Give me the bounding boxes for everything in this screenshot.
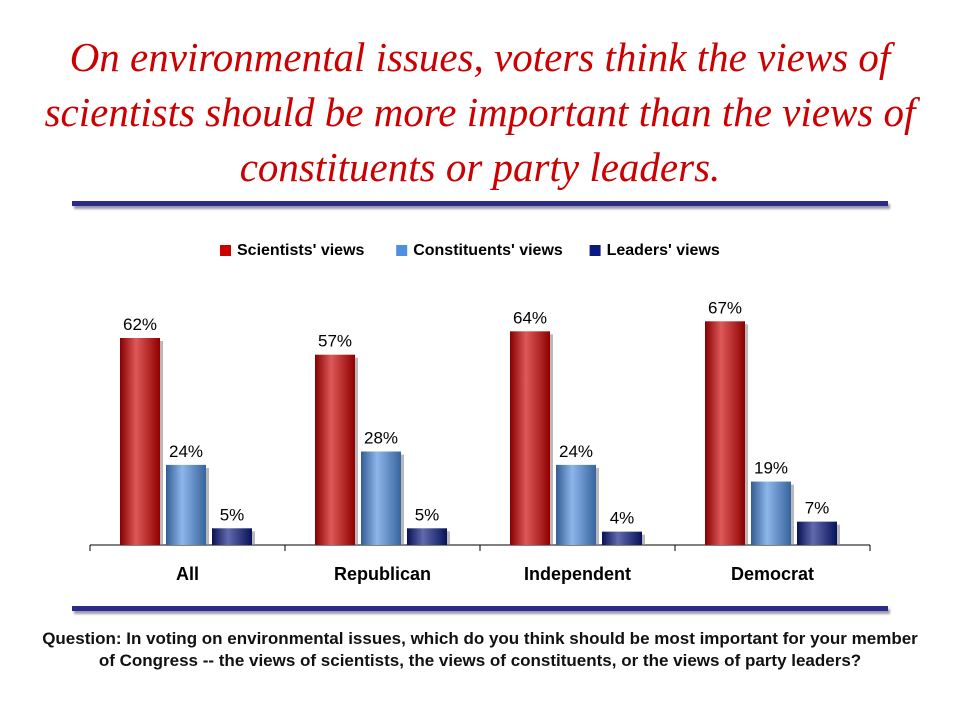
- data-label: 7%: [805, 499, 830, 518]
- category-label: Democrat: [731, 564, 814, 584]
- survey-question: Question: In voting on environmental iss…: [42, 629, 918, 670]
- title-divider: [72, 201, 888, 206]
- data-label: 5%: [220, 505, 245, 524]
- bar-democrat-constituents-views: [751, 481, 791, 545]
- bar-democrat-scientists-views: [705, 321, 745, 545]
- bar-republican-scientists-views: [315, 354, 355, 545]
- bar-republican-leaders-views: [407, 528, 447, 545]
- legend-label-leaders-views: Leaders' views: [607, 242, 720, 259]
- data-label: 28%: [364, 429, 398, 448]
- data-label: 5%: [415, 505, 440, 524]
- bar-republican-constituents-views: [361, 451, 401, 545]
- data-label: 24%: [169, 442, 203, 461]
- category-label: Independent: [524, 564, 631, 584]
- page-title: On environmental issues, voters think th…: [44, 34, 916, 190]
- footer-divider: [72, 606, 888, 611]
- legend-swatch-leaders-views: [589, 245, 601, 256]
- data-label: 19%: [754, 459, 788, 478]
- category-label: Republican: [334, 564, 431, 584]
- data-label: 57%: [318, 332, 352, 351]
- legend-label-scientists-views: Scientists' views: [237, 242, 365, 259]
- data-label: 67%: [708, 298, 742, 317]
- bar-independent-scientists-views: [510, 331, 550, 545]
- bar-democrat-leaders-views: [797, 521, 837, 545]
- bar-chart: Scientists' views Constituents' views Lead…: [89, 242, 871, 584]
- bar-all-leaders-views: [212, 528, 252, 545]
- legend-swatch-constituents-views: [396, 245, 408, 256]
- bar-all-constituents-views: [166, 464, 206, 545]
- data-label: 24%: [559, 442, 593, 461]
- bar-independent-leaders-views: [602, 531, 642, 545]
- category-label: All: [176, 564, 199, 584]
- legend-label-constituents-views: Constituents' views: [413, 242, 563, 259]
- bar-all-scientists-views: [120, 338, 160, 545]
- data-label: 62%: [123, 315, 157, 334]
- bar-independent-constituents-views: [556, 464, 596, 545]
- data-label: 64%: [513, 308, 547, 327]
- data-label: 4%: [610, 509, 635, 528]
- legend-swatch-scientists-views: [220, 245, 231, 256]
